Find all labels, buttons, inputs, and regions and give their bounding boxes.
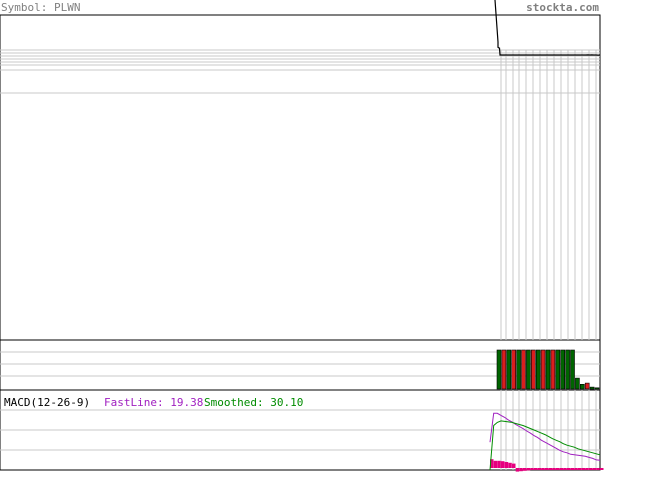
macd-histogram-bar: [600, 468, 604, 470]
site-label: stockta.com: [526, 1, 599, 14]
macd-histogram-bar: [545, 468, 549, 470]
macd-histogram-bar: [537, 468, 542, 470]
macd-histogram-bar: [589, 468, 593, 470]
macd-histogram-bar: [512, 463, 516, 468]
price-series-line: [494, 0, 600, 56]
macd-histogram-bar: [519, 468, 523, 472]
macd-histogram-bar: [490, 459, 494, 468]
macd-histogram-bar: [548, 468, 553, 470]
volume-bar: [560, 349, 566, 390]
macd-histogram-bar: [508, 462, 512, 468]
macd-histogram-bar: [541, 468, 545, 470]
volume-bar: [521, 349, 526, 390]
volume-bar: [575, 377, 580, 390]
macd-histogram-bar: [504, 462, 509, 468]
macd-histogram-bar: [581, 468, 586, 470]
volume-bar: [550, 349, 556, 390]
macd-histogram-bar: [585, 468, 589, 470]
volume-bar: [555, 349, 561, 390]
volume-bar: [545, 349, 551, 390]
price-plot: [494, 0, 600, 56]
macd-histogram-bar: [567, 468, 571, 470]
macd-histogram-bar: [523, 468, 527, 471]
macd-smoothed-line: [489, 420, 601, 471]
macd-histogram-bar: [493, 460, 498, 468]
volume-bar: [530, 349, 536, 390]
macd-histogram-bar: [534, 468, 538, 470]
volume-bar: [589, 386, 595, 390]
volume-bar: [540, 349, 546, 390]
macd-histogram-bar: [596, 468, 600, 470]
volume-plot: [496, 349, 600, 390]
volume-bar: [594, 387, 600, 390]
macd-smoothed-label: Smoothed: 30.10: [204, 396, 303, 409]
volume-bar: [516, 349, 521, 390]
macd-histogram-bar: [526, 468, 531, 471]
macd-plot: [489, 412, 604, 472]
volume-bar: [570, 349, 575, 390]
volume-bar: [565, 349, 570, 390]
macd-histogram-bar: [515, 468, 520, 472]
symbol-label: Symbol: PLWN: [1, 1, 80, 14]
volume-bar: [584, 382, 590, 390]
macd-histogram-bar: [570, 468, 575, 470]
volume-bar: [511, 349, 517, 390]
volume-bar: [506, 349, 512, 390]
macd-fastline: [489, 412, 601, 461]
macd-histogram-bar: [563, 468, 567, 470]
macd-histogram-bar: [552, 468, 556, 470]
macd-title: MACD(12-26-9): [4, 396, 90, 409]
macd-histogram-bar: [578, 468, 582, 470]
volume-bar: [526, 349, 531, 390]
macd-histogram-bar: [592, 468, 597, 470]
macd-histogram-bar: [501, 461, 505, 468]
price-panel: [0, 14, 601, 341]
volume-bar: [535, 349, 541, 390]
volume-bar: [579, 383, 585, 390]
macd-fastline-label: FastLine: 19.38: [104, 396, 203, 409]
macd-histogram-bar: [556, 468, 560, 470]
volume-bar: [501, 349, 507, 390]
volume-bar: [496, 349, 502, 390]
macd-histogram-bar: [559, 468, 564, 470]
macd-histogram-bar: [530, 468, 534, 470]
macd-histogram-bar: [574, 468, 578, 470]
macd-histogram-bar: [497, 460, 501, 468]
